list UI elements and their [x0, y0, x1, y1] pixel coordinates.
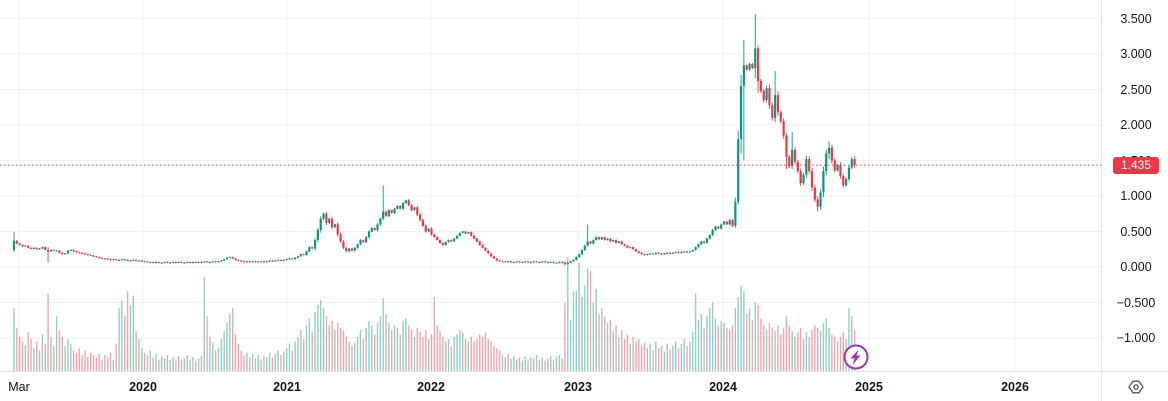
price-tick-label: 0.500	[1120, 224, 1152, 239]
price-tick-label: 2.000	[1120, 117, 1152, 132]
time-tick-label: 2024	[709, 379, 737, 394]
chart-settings-icon[interactable]	[1126, 377, 1146, 397]
volume-series	[13, 257, 856, 371]
chart-plot-area[interactable]	[0, 0, 1101, 371]
time-tick-label: 2021	[273, 379, 301, 394]
price-tick-label: 1.000	[1120, 188, 1152, 203]
price-tick-label: −0.500	[1116, 295, 1156, 310]
time-scale[interactable]: Mar 2020 2021 2022 2023 2024 2025 2026	[0, 371, 1101, 401]
price-tick-label: 2.500	[1120, 82, 1152, 97]
scales-corner	[1101, 371, 1168, 401]
price-and-volume-canvas[interactable]	[0, 0, 1101, 371]
price-scale[interactable]: 1.435 3.5003.0002.5002.0001.5001.0000.50…	[1101, 0, 1168, 371]
last-price-label: 1.435	[1113, 156, 1159, 174]
lightning-event-marker-icon[interactable]	[843, 344, 869, 370]
time-tick-label: 2025	[855, 379, 883, 394]
price-tick-label: 3.000	[1120, 46, 1152, 61]
time-tick-label: 2026	[1001, 379, 1029, 394]
price-tick-label: 0.000	[1120, 259, 1152, 274]
candle-series	[12, 14, 856, 266]
price-tick-label: −1.000	[1116, 330, 1156, 345]
price-tick-label: 3.500	[1120, 11, 1152, 26]
time-tick-label: 2022	[417, 379, 445, 394]
time-tick-label: 2023	[564, 379, 592, 394]
time-tick-label: 2020	[129, 379, 157, 394]
time-tick-label: Mar	[8, 379, 30, 394]
grid	[0, 0, 1101, 371]
